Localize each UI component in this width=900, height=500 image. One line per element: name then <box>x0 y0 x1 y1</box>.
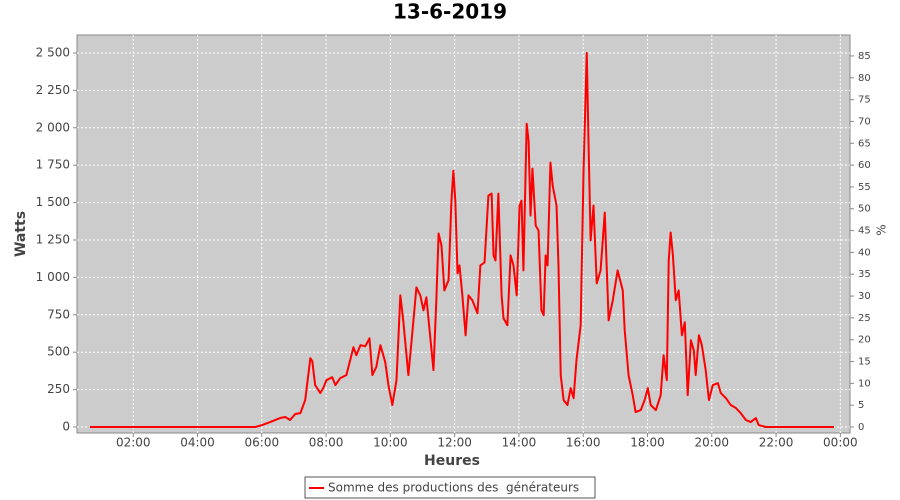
y2-tick-label: 60 <box>858 160 871 171</box>
y2-tick-label: 25 <box>858 313 871 324</box>
chart-title: 13-6-2019 <box>393 0 507 24</box>
y2-tick-label: 10 <box>858 378 871 389</box>
y-tick-label: 2 250 <box>36 83 70 97</box>
legend-label: Somme des productions des générateurs <box>328 481 579 495</box>
x-tick-label: 08:00 <box>309 436 344 450</box>
y2-tick-label: 50 <box>858 204 871 215</box>
y-tick-label: 250 <box>47 382 70 396</box>
x-tick-label: 02:00 <box>116 436 151 450</box>
x-tick-label: 12:00 <box>437 436 472 450</box>
legend <box>304 476 596 499</box>
data-line <box>89 51 834 429</box>
plot-area <box>76 34 851 434</box>
y2-tick-label: 40 <box>858 247 871 258</box>
y2-tick-label: 85 <box>858 51 871 62</box>
x-tick-label: 18:00 <box>630 436 665 450</box>
y2-axis-title: % <box>875 224 889 235</box>
y-tick-label: 2 000 <box>36 120 70 134</box>
y2-tick-label: 55 <box>858 182 871 193</box>
y2-tick-label: 80 <box>858 73 871 84</box>
x-tick-label: 14:00 <box>502 436 537 450</box>
x-tick-label: 06:00 <box>245 436 280 450</box>
y-tick-label: 1 750 <box>36 158 70 172</box>
y2-tick-label: 75 <box>858 95 871 106</box>
y2-tick-label: 20 <box>858 335 871 346</box>
y-axis-title: Watts <box>13 211 29 257</box>
y2-tick-label: 30 <box>858 291 871 302</box>
y-tick-label: 0 <box>62 420 70 434</box>
y2-tick-label: 5 <box>858 400 864 411</box>
x-tick-label: 22:00 <box>759 436 794 450</box>
y2-tick-label: 0 <box>858 422 864 433</box>
y-tick-label: 1 500 <box>36 195 70 209</box>
y2-tick-label: 35 <box>858 269 871 280</box>
x-axis-title: Heures <box>424 453 480 469</box>
x-tick-label: 04:00 <box>180 436 215 450</box>
y-tick-label: 2 500 <box>36 45 70 59</box>
y2-tick-label: 45 <box>858 226 871 237</box>
y-tick-label: 750 <box>47 307 70 321</box>
x-tick-label: 00:00 <box>823 436 858 450</box>
y2-tick-label: 15 <box>858 357 871 368</box>
y-tick-label: 1 250 <box>36 232 70 246</box>
x-tick-label: 20:00 <box>694 436 729 450</box>
y2-tick-label: 70 <box>858 116 871 127</box>
y-tick-label: 500 <box>47 345 70 359</box>
y2-tick-label: 65 <box>858 138 871 149</box>
x-tick-label: 10:00 <box>373 436 408 450</box>
x-tick-label: 16:00 <box>566 436 601 450</box>
y-tick-label: 1 000 <box>36 270 70 284</box>
